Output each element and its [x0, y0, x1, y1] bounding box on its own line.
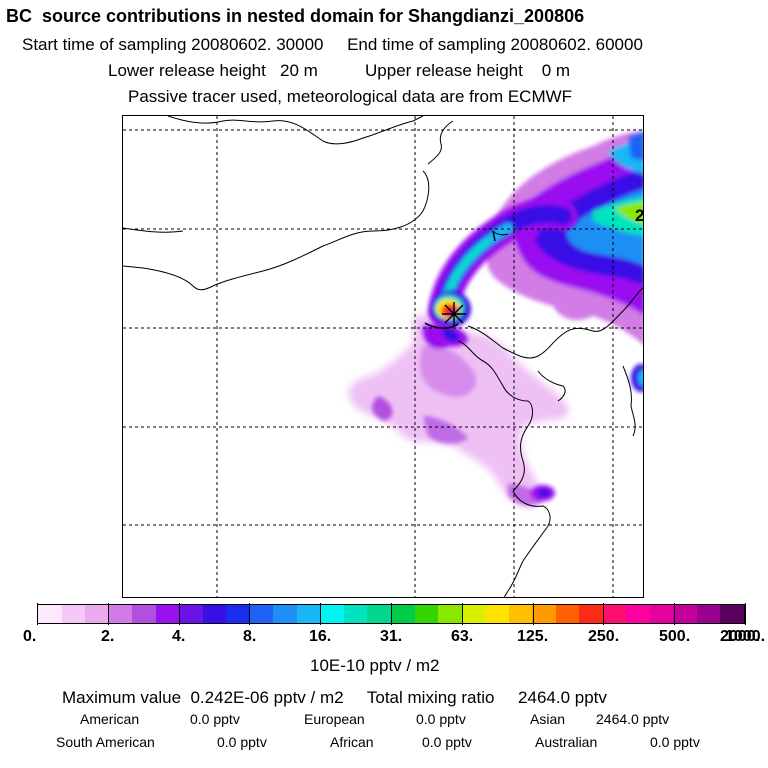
release-height-line: Lower release height 20 m Upper release …: [108, 61, 571, 80]
colorbar-segment: [649, 605, 674, 623]
colorbar-segment: [85, 605, 109, 623]
map-panel: 2: [122, 115, 644, 598]
colorbar-segment: [626, 605, 650, 623]
colorbar-segment: [202, 605, 227, 623]
region-value: 0.0 pptv: [650, 734, 700, 750]
colorbar-tick: [533, 603, 534, 625]
region-value: 0.0 pptv: [416, 711, 466, 727]
colorbar-tick-label: 250.: [588, 628, 620, 645]
plume-southeast: [531, 485, 555, 501]
colorbar-tick-label: 0.: [23, 628, 37, 645]
colorbar-segment: [532, 605, 556, 623]
colorbar-tick-label: 31.: [380, 628, 403, 645]
colorbar-tick: [108, 603, 109, 625]
colorbar-segment: [61, 605, 86, 623]
region-name: European: [304, 711, 365, 727]
colorbar-tick-label: 1000.: [725, 628, 766, 645]
colorbar-tick: [37, 603, 38, 625]
colorbar-segment: [38, 605, 62, 623]
colorbar-tick-label: 16.: [309, 628, 332, 645]
plume-northeast: [485, 131, 643, 345]
receptor-star-icon: [442, 302, 466, 326]
region-name: American: [80, 711, 140, 727]
contour-label: 2: [635, 206, 644, 225]
colorbar-segment: [108, 605, 133, 623]
colorbar-segment: [673, 605, 697, 623]
colorbar-segment: [485, 605, 509, 623]
colorbar-segment: [320, 605, 344, 623]
region-name: Asian: [530, 711, 566, 727]
colorbar-tick-label: 63.: [451, 628, 474, 645]
colorbar-segment: [296, 605, 321, 623]
colorbar-tick: [603, 603, 604, 625]
colorbar-segment: [367, 605, 391, 623]
colorbar-segment: [602, 605, 627, 623]
colorbar-segment: [508, 605, 533, 623]
colorbar-segment: [696, 605, 721, 623]
colorbar-tick: [179, 603, 180, 625]
colorbar-tick-label: 2000.: [720, 628, 761, 645]
contour-lines: [424, 230, 496, 329]
colorbar-tick: [249, 603, 250, 625]
region-name: Australian: [535, 734, 598, 750]
max-value-line: Maximum value 0.242E-06 pptv / m2 Total …: [62, 688, 607, 707]
colorbar-unit: 10E-10 pptv / m2: [310, 656, 440, 675]
colorbar-segment: [249, 605, 274, 623]
sampling-time-line: Start time of sampling 20080602. 30000 E…: [22, 35, 643, 54]
colorbar-tick-label: 2.: [101, 628, 115, 645]
colorbar-segment: [461, 605, 486, 623]
colorbar-tick-label: 500.: [659, 628, 691, 645]
colorbar-tick: [320, 603, 321, 625]
receptor-hotspot: [431, 291, 471, 327]
map-gridlines: [123, 116, 643, 597]
colorbar: [37, 604, 745, 624]
map-canvas: 2: [123, 116, 644, 597]
colorbar-tick: [391, 603, 392, 625]
colorbar-segment: [179, 605, 203, 623]
chart-title: BC source contributions in nested domain…: [6, 6, 585, 26]
region-name: South American: [56, 734, 155, 750]
tracer-info-line: Passive tracer used, meteorological data…: [128, 87, 573, 106]
colorbar-segment: [438, 605, 462, 623]
colorbar-tick: [462, 603, 463, 625]
colorbar-segment: [343, 605, 368, 623]
region-name: African: [330, 734, 374, 750]
colorbar-segment: [579, 605, 603, 623]
colorbar-tick: [745, 603, 746, 625]
region-value: 0.0 pptv: [190, 711, 240, 727]
colorbar-segment: [555, 605, 580, 623]
plume-east-edge: [631, 364, 643, 392]
region-value: 0.0 pptv: [217, 734, 267, 750]
colorbar-segment: [132, 605, 156, 623]
colorbar-segment: [273, 605, 297, 623]
colorbar-tick-label: 125.: [517, 628, 549, 645]
colorbar-tick-label: 4.: [172, 628, 186, 645]
colorbar-tick-label: 8.: [243, 628, 257, 645]
region-value: 0.0 pptv: [422, 734, 472, 750]
colorbar-segment: [720, 605, 744, 623]
colorbar-segment: [155, 605, 180, 623]
colorbar-tick: [674, 603, 675, 625]
colorbar-segment: [390, 605, 415, 623]
colorbar-segment: [414, 605, 439, 623]
colorbar-segment: [226, 605, 250, 623]
region-value: 2464.0 pptv: [596, 711, 670, 727]
